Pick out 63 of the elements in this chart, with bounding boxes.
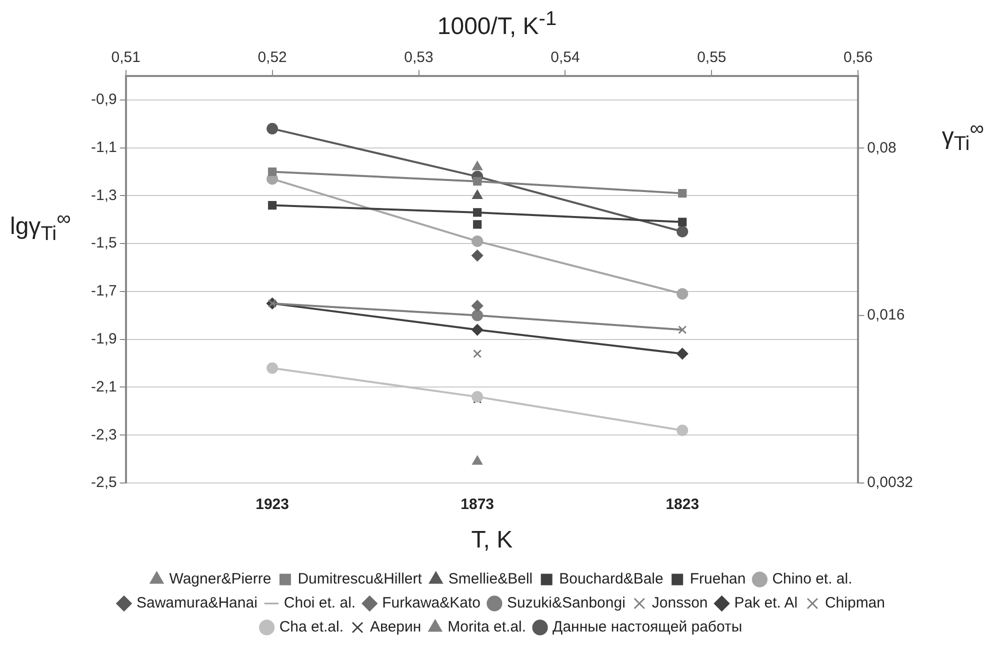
- point: [472, 391, 484, 403]
- y2-tick-label: 0,0032: [867, 474, 914, 492]
- y-tick-label: -1,3: [90, 186, 117, 204]
- x-tick-label: 0,53: [404, 49, 434, 66]
- legend-label: Bouchard&Bale: [559, 570, 664, 588]
- point: [676, 424, 688, 436]
- y-tick-label: -0,9: [90, 91, 117, 108]
- legend-label: Аверин: [370, 618, 422, 636]
- legend-label: Cha et.al.: [279, 618, 344, 636]
- point: [472, 324, 484, 336]
- legend-label: Wagner&Pierre: [169, 570, 272, 588]
- text: 1823: [666, 496, 700, 514]
- point: [473, 208, 482, 217]
- x-tick-label: 0,52: [258, 49, 287, 66]
- legend-label: Choi et. al.: [284, 594, 356, 612]
- point: [678, 189, 687, 198]
- legend-label: Pak et. Al: [734, 594, 798, 612]
- point: [266, 122, 278, 134]
- point: [678, 325, 687, 334]
- legend-label: Furkawa&Kato: [382, 594, 480, 612]
- y-tick-label: -1,1: [90, 138, 117, 156]
- y-tick-label: -2,5: [90, 474, 117, 492]
- point: [472, 190, 482, 199]
- point: [472, 250, 484, 262]
- point: [473, 220, 482, 229]
- x-tick-label: 0,54: [550, 49, 580, 66]
- legend-label: Morita et.al.: [448, 618, 526, 636]
- legend-label: Chipman: [824, 594, 885, 612]
- point: [676, 226, 688, 238]
- x-tick-label: 0,55: [697, 49, 726, 66]
- y-tick-label: -1,5: [90, 234, 117, 252]
- point: [678, 218, 687, 226]
- y-tick-label: -1,9: [90, 330, 117, 348]
- point: [676, 288, 688, 300]
- point: [268, 167, 277, 176]
- y-tick-label: -2,3: [90, 426, 117, 444]
- y-tick-label: -1,7: [90, 282, 117, 300]
- y2-tick-label: 0,08: [867, 139, 896, 156]
- y-tick-label: -2,1: [90, 378, 117, 396]
- point: [472, 456, 482, 465]
- legend-label: Chino et. al.: [772, 570, 852, 588]
- y2-tick-label: 0,016: [867, 306, 905, 324]
- point: [472, 300, 484, 312]
- x-axis-title: 1000/T, K$^{-1}$: [436, 8, 558, 41]
- x-tick-label: 0,51: [111, 49, 140, 66]
- text: T, K: [471, 526, 513, 554]
- legend-label: Sawamura&Hanai: [136, 594, 258, 612]
- point: [676, 348, 688, 360]
- point: [473, 349, 482, 358]
- legend-label: Smellie&Bell: [448, 570, 533, 588]
- legend-label: Dumitrescu&Hillert: [298, 570, 423, 588]
- text: 1873: [460, 496, 494, 514]
- legend-label: Suzuki&Sanbongi: [506, 594, 626, 612]
- text: 1923: [256, 496, 289, 514]
- legend-label: Fruehan: [690, 570, 746, 588]
- point: [472, 235, 484, 247]
- point: [266, 362, 278, 374]
- point: [473, 177, 482, 186]
- x-tick-label: 0,56: [844, 49, 873, 66]
- legend-label: Данные настоящей работы: [552, 618, 742, 636]
- legend-label: Jonsson: [652, 594, 708, 612]
- point: [268, 200, 277, 210]
- point: [472, 161, 482, 170]
